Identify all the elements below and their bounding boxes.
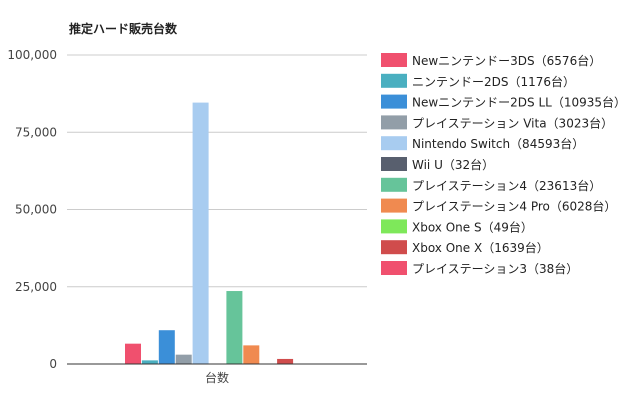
legend-swatch (381, 157, 407, 171)
y-tick-label: 75,000 (15, 125, 57, 139)
legend-swatch (381, 136, 407, 151)
legend-swatch (381, 261, 407, 275)
legend-entry: Newニンテンドー3DS（6576台） (412, 53, 601, 68)
bar (125, 343, 141, 364)
y-tick-label: 100,000 (7, 48, 57, 62)
y-axis-tick-labels: 0 25,000 50,000 75,000 100,000 (7, 48, 57, 371)
bar (192, 102, 209, 364)
bar (175, 354, 192, 364)
y-tick-label: 0 (49, 357, 57, 371)
legend-swatch (381, 198, 407, 213)
legend-swatch (381, 219, 407, 234)
legend-entry: Newニンテンドー2DS LL（10935台） (412, 95, 626, 110)
bar (141, 360, 158, 364)
bar (243, 345, 260, 364)
legend-entry: Xbox One S（49台） (412, 219, 533, 234)
y-tick-label: 50,000 (15, 203, 57, 217)
legend-entry: Xbox One X（1639台） (412, 240, 549, 255)
bars (125, 102, 310, 364)
legend-entry: プレイステーション4（23613台） (412, 178, 601, 193)
legend-entry: プレイステーション3（38台） (412, 261, 578, 276)
legend-entry: プレイステーション Vita（3023台） (412, 115, 613, 130)
chart-title: 推定ハード販売台数 (69, 22, 178, 36)
legend-swatch (381, 73, 407, 88)
legend-entry: Wii U（32台） (412, 157, 494, 172)
legend-swatch (381, 94, 407, 109)
legend-entry: Nintendo Switch（84593台） (412, 136, 584, 151)
legend-swatch (381, 115, 407, 130)
gridlines (67, 54, 367, 288)
legend-swatch (381, 53, 407, 67)
legend: Newニンテンドー3DS（6576台） ニンテンドー2DS（1176台） Newニン… (381, 53, 626, 276)
y-tick-label: 25,000 (15, 280, 57, 294)
bar (277, 358, 294, 364)
bar (226, 291, 243, 364)
legend-entry: プレイステーション4 Pro（6028台） (412, 199, 616, 214)
x-category-label: 台数 (205, 370, 229, 385)
legend-entry: ニンテンドー2DS（1176台） (412, 74, 575, 89)
bar (158, 330, 175, 364)
legend-swatch (381, 240, 407, 255)
legend-swatch (381, 177, 407, 192)
